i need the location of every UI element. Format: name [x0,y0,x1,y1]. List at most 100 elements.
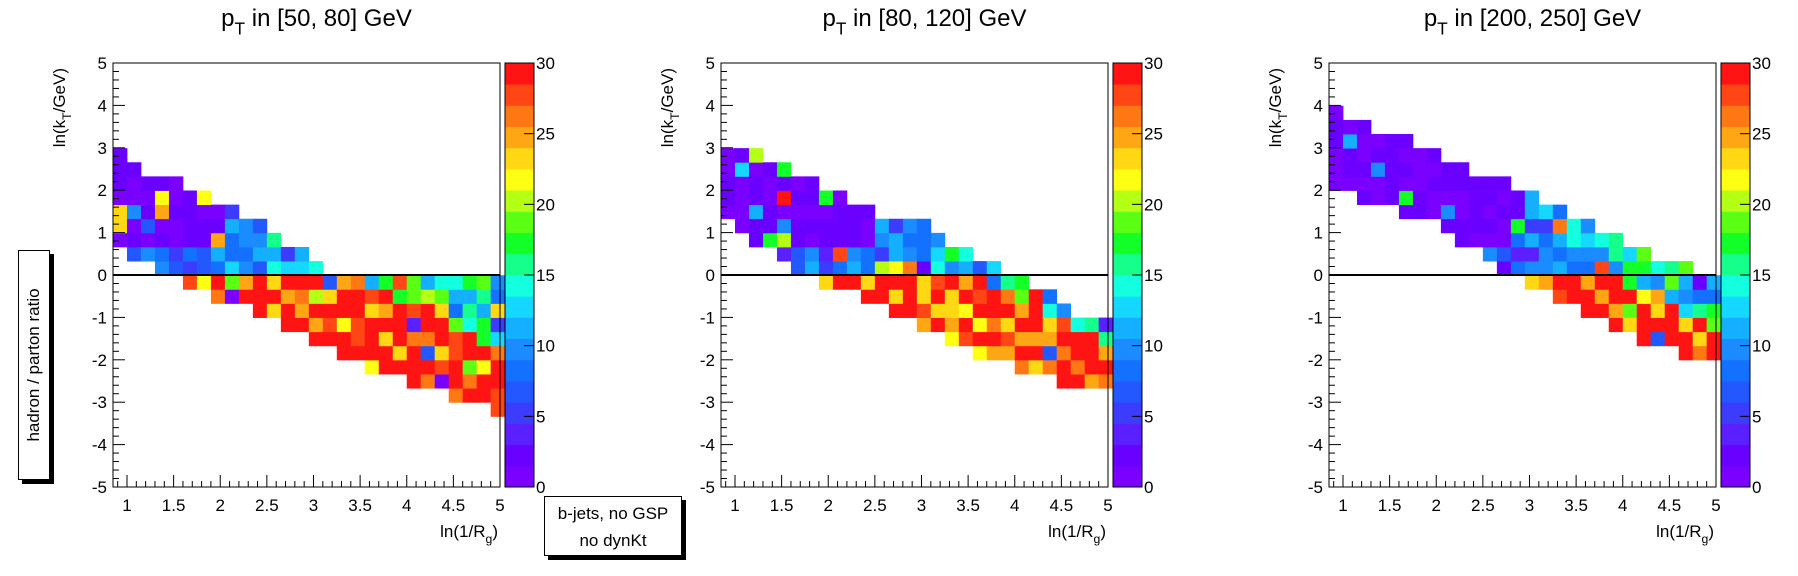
heatmap-cell [1084,331,1100,347]
heatmap-cell [308,317,324,333]
heatmap-cell [1042,331,1058,347]
heatmap-cell [266,261,282,276]
heatmap-cell [1454,162,1470,177]
heatmap-cell [790,246,806,262]
heatmap-cell [944,331,960,347]
heatmap-cell [790,204,806,220]
y-tick-label: -1 [1308,308,1323,327]
heatmap-cell [168,261,184,276]
heatmap-cell [944,317,960,333]
heatmap-cell [252,246,268,262]
heatmap-cell [154,218,170,234]
color-bar-swatch [1113,253,1142,276]
heatmap-cell [1510,218,1526,234]
heatmap-cell [462,345,478,361]
heatmap-cell [238,218,254,234]
color-bar-swatch [505,84,534,106]
heatmap-cell [1454,176,1470,191]
heatmap-cell [224,218,240,234]
heatmap-cell [476,275,492,290]
heatmap-cell [1622,275,1638,290]
heatmap-cell [1042,303,1058,318]
panel-title: pT in [80, 120] GeV [822,5,1026,38]
heatmap-cell [1384,176,1400,191]
ylabel-box: hadron / parton ratio [18,250,50,480]
heatmap-cell [902,232,918,248]
heatmap-cell [1664,303,1680,318]
heatmap-cell [818,232,834,248]
heatmap-cell [1056,331,1072,347]
heatmap-cell [462,374,478,389]
color-bar: 30 25 20 15 10 5 0 [1720,54,1771,497]
heatmap-cell [490,402,506,417]
heatmap-cell [294,261,310,276]
heatmap-cell [392,289,408,304]
heatmap-cell [734,190,750,206]
heatmap-cell [1552,275,1568,290]
heatmap-cell [860,261,876,276]
heatmap-cell [874,275,890,290]
heatmap-cell [448,331,464,347]
heatmap-cell [238,289,254,304]
heatmap-cell [972,303,988,318]
legend-line-2: no dynKt [579,531,647,550]
heatmap-cell [916,275,932,290]
color-bar-swatch [505,381,534,403]
heatmap-cell [1454,218,1470,234]
heatmap-cell [420,374,436,389]
y-tick-label: 1 [706,224,715,243]
heatmap-cell [1622,246,1638,262]
y-tick-label: -5 [700,478,715,497]
heatmap-cell [1594,246,1610,262]
x-tick-label: 3.5 [956,496,980,515]
heatmap-cell [1622,289,1638,304]
heatmap-cell [1370,148,1386,163]
heatmap-cell [1524,204,1540,220]
heatmap-cell [420,331,436,347]
heatmap-cell [1014,331,1030,347]
heatmap-cell [776,232,792,248]
heatmap-cell [126,204,142,220]
heatmap-cell [1070,374,1086,389]
heatmap-cell [1566,289,1582,304]
heatmap-cell [490,345,506,361]
heatmap-cell [420,303,436,318]
x-tick-label: 4.5 [442,496,466,515]
color-bar-swatch [505,444,534,467]
heatmap-cell [958,246,974,262]
heatmap-cell [1370,176,1386,191]
heatmap-cell [308,331,324,347]
heatmap-cell [1580,275,1596,290]
heatmap-cell [860,204,876,220]
heatmap-cell [1468,232,1484,248]
heatmap-cell [762,190,778,206]
heatmap-cell [266,246,282,262]
heatmap-cell [1524,232,1540,248]
heatmap-cell [972,317,988,333]
heatmap-cell [490,331,506,347]
heatmap-cell [280,317,296,333]
heatmap-cell [490,359,506,375]
heatmap-cell [210,289,226,304]
heatmap-cell [490,289,506,304]
heatmap-cell [392,331,408,347]
heatmap-cell [1524,246,1540,262]
heatmap-cell [916,289,932,304]
heatmap-cell [1594,289,1610,304]
heatmap-cell [364,289,380,304]
heatmap-cell [154,204,170,220]
y-tick-label: 0 [706,266,715,285]
heatmap-cell [1636,275,1652,290]
heatmap-cell [182,218,198,234]
color-bar-swatch [505,147,534,170]
heatmap-cell [448,388,464,403]
z-tick-label: 15 [536,266,555,285]
heatmap-cell [790,232,806,248]
heatmap-cell [846,232,862,248]
color-bar-swatch [1721,465,1750,488]
color-bar-swatch [1721,359,1750,382]
heatmap-cell [1650,317,1666,333]
heatmap-cell [196,246,212,262]
y-tick-label: 2 [706,181,715,200]
